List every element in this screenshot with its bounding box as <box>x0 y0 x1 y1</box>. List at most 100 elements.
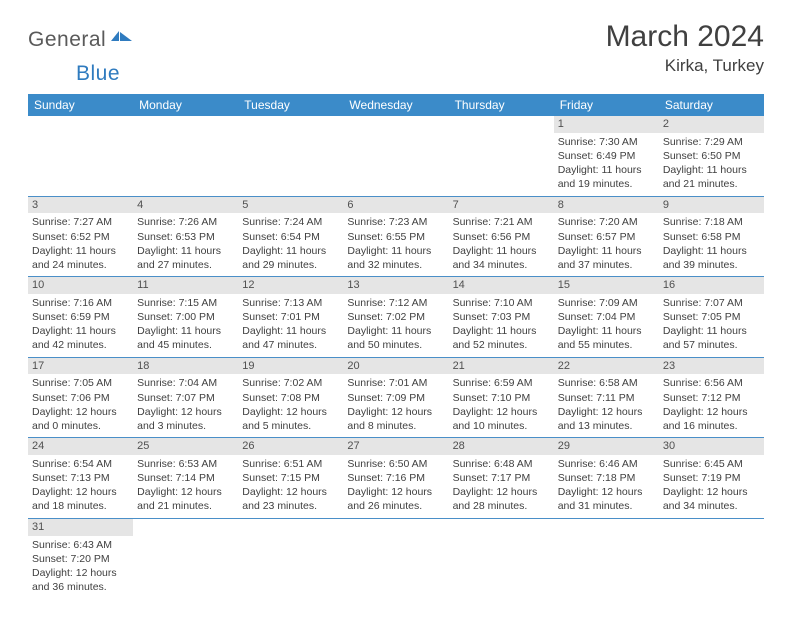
sunset-line: Sunset: 7:18 PM <box>558 471 655 485</box>
day-number: 30 <box>659 438 764 455</box>
title-block: March 2024 Kirka, Turkey <box>606 20 764 76</box>
daylight-line-2: and 21 minutes. <box>663 177 760 191</box>
day-number: 31 <box>28 519 133 536</box>
daylight-line-2: and 19 minutes. <box>558 177 655 191</box>
daylight-line-1: Daylight: 11 hours <box>558 324 655 338</box>
sunset-line: Sunset: 6:59 PM <box>32 310 129 324</box>
sunset-line: Sunset: 6:58 PM <box>663 230 760 244</box>
daylight-line-2: and 3 minutes. <box>137 419 234 433</box>
sunset-line: Sunset: 7:04 PM <box>558 310 655 324</box>
calendar-cell: 10Sunrise: 7:16 AMSunset: 6:59 PMDayligh… <box>28 277 133 358</box>
calendar-cell: 28Sunrise: 6:48 AMSunset: 7:17 PMDayligh… <box>449 438 554 519</box>
daylight-line-1: Daylight: 11 hours <box>137 244 234 258</box>
daylight-line-2: and 16 minutes. <box>663 419 760 433</box>
calendar-cell <box>449 518 554 598</box>
sunrise-line: Sunrise: 6:59 AM <box>453 376 550 390</box>
sunset-line: Sunset: 6:54 PM <box>242 230 339 244</box>
sunset-line: Sunset: 7:00 PM <box>137 310 234 324</box>
sunset-line: Sunset: 7:05 PM <box>663 310 760 324</box>
calendar-row: 17Sunrise: 7:05 AMSunset: 7:06 PMDayligh… <box>28 357 764 438</box>
weekday-header: Friday <box>554 94 659 116</box>
sunset-line: Sunset: 7:07 PM <box>137 391 234 405</box>
calendar-cell: 27Sunrise: 6:50 AMSunset: 7:16 PMDayligh… <box>343 438 448 519</box>
daylight-line-1: Daylight: 12 hours <box>453 405 550 419</box>
day-number: 16 <box>659 277 764 294</box>
day-number: 13 <box>343 277 448 294</box>
daylight-line-1: Daylight: 11 hours <box>558 163 655 177</box>
calendar-cell: 9Sunrise: 7:18 AMSunset: 6:58 PMDaylight… <box>659 196 764 277</box>
calendar-cell: 15Sunrise: 7:09 AMSunset: 7:04 PMDayligh… <box>554 277 659 358</box>
calendar-cell: 25Sunrise: 6:53 AMSunset: 7:14 PMDayligh… <box>133 438 238 519</box>
sunrise-line: Sunrise: 7:29 AM <box>663 135 760 149</box>
day-number: 25 <box>133 438 238 455</box>
calendar-cell <box>659 518 764 598</box>
daylight-line-1: Daylight: 12 hours <box>453 485 550 499</box>
calendar-cell: 4Sunrise: 7:26 AMSunset: 6:53 PMDaylight… <box>133 196 238 277</box>
sunrise-line: Sunrise: 7:20 AM <box>558 215 655 229</box>
sunset-line: Sunset: 6:49 PM <box>558 149 655 163</box>
sunrise-line: Sunrise: 7:13 AM <box>242 296 339 310</box>
calendar-cell: 14Sunrise: 7:10 AMSunset: 7:03 PMDayligh… <box>449 277 554 358</box>
day-number: 18 <box>133 358 238 375</box>
sunrise-line: Sunrise: 7:09 AM <box>558 296 655 310</box>
day-number: 28 <box>449 438 554 455</box>
daylight-line-1: Daylight: 11 hours <box>137 324 234 338</box>
daylight-line-1: Daylight: 11 hours <box>347 244 444 258</box>
calendar-cell: 22Sunrise: 6:58 AMSunset: 7:11 PMDayligh… <box>554 357 659 438</box>
daylight-line-1: Daylight: 11 hours <box>558 244 655 258</box>
calendar-cell <box>238 518 343 598</box>
calendar-cell: 24Sunrise: 6:54 AMSunset: 7:13 PMDayligh… <box>28 438 133 519</box>
sunset-line: Sunset: 7:12 PM <box>663 391 760 405</box>
calendar-row: 24Sunrise: 6:54 AMSunset: 7:13 PMDayligh… <box>28 438 764 519</box>
sunrise-line: Sunrise: 6:45 AM <box>663 457 760 471</box>
sunrise-line: Sunrise: 7:12 AM <box>347 296 444 310</box>
location: Kirka, Turkey <box>606 56 764 76</box>
calendar-cell: 16Sunrise: 7:07 AMSunset: 7:05 PMDayligh… <box>659 277 764 358</box>
daylight-line-2: and 52 minutes. <box>453 338 550 352</box>
logo-text-blue: Blue <box>76 62 120 85</box>
day-number: 26 <box>238 438 343 455</box>
sunrise-line: Sunrise: 6:50 AM <box>347 457 444 471</box>
calendar-cell: 23Sunrise: 6:56 AMSunset: 7:12 PMDayligh… <box>659 357 764 438</box>
day-number: 7 <box>449 197 554 214</box>
sunset-line: Sunset: 6:53 PM <box>137 230 234 244</box>
calendar-body: 1Sunrise: 7:30 AMSunset: 6:49 PMDaylight… <box>28 116 764 598</box>
daylight-line-2: and 42 minutes. <box>32 338 129 352</box>
calendar-cell <box>28 116 133 196</box>
calendar-cell: 29Sunrise: 6:46 AMSunset: 7:18 PMDayligh… <box>554 438 659 519</box>
sunset-line: Sunset: 7:10 PM <box>453 391 550 405</box>
sunset-line: Sunset: 7:16 PM <box>347 471 444 485</box>
daylight-line-2: and 50 minutes. <box>347 338 444 352</box>
day-number: 1 <box>554 116 659 133</box>
day-number: 4 <box>133 197 238 214</box>
sunrise-line: Sunrise: 7:21 AM <box>453 215 550 229</box>
weekday-header: Monday <box>133 94 238 116</box>
sunset-line: Sunset: 6:56 PM <box>453 230 550 244</box>
daylight-line-1: Daylight: 12 hours <box>558 485 655 499</box>
daylight-line-2: and 47 minutes. <box>242 338 339 352</box>
daylight-line-2: and 13 minutes. <box>558 419 655 433</box>
daylight-line-2: and 32 minutes. <box>347 258 444 272</box>
sunset-line: Sunset: 7:01 PM <box>242 310 339 324</box>
logo-text-general: General <box>28 28 106 52</box>
sunrise-line: Sunrise: 7:10 AM <box>453 296 550 310</box>
weekday-header: Wednesday <box>343 94 448 116</box>
sunrise-line: Sunrise: 6:58 AM <box>558 376 655 390</box>
calendar-row: 31Sunrise: 6:43 AMSunset: 7:20 PMDayligh… <box>28 518 764 598</box>
sunrise-line: Sunrise: 6:43 AM <box>32 538 129 552</box>
sunset-line: Sunset: 7:11 PM <box>558 391 655 405</box>
sunset-line: Sunset: 7:08 PM <box>242 391 339 405</box>
daylight-line-2: and 36 minutes. <box>32 580 129 594</box>
sunrise-line: Sunrise: 7:26 AM <box>137 215 234 229</box>
logo-flag-icon <box>111 29 133 50</box>
day-number: 2 <box>659 116 764 133</box>
daylight-line-2: and 23 minutes. <box>242 499 339 513</box>
day-number: 19 <box>238 358 343 375</box>
calendar-cell: 12Sunrise: 7:13 AMSunset: 7:01 PMDayligh… <box>238 277 343 358</box>
weekday-header-row: SundayMondayTuesdayWednesdayThursdayFrid… <box>28 94 764 116</box>
daylight-line-1: Daylight: 11 hours <box>663 244 760 258</box>
daylight-line-2: and 5 minutes. <box>242 419 339 433</box>
daylight-line-2: and 34 minutes. <box>663 499 760 513</box>
daylight-line-2: and 34 minutes. <box>453 258 550 272</box>
day-number: 24 <box>28 438 133 455</box>
